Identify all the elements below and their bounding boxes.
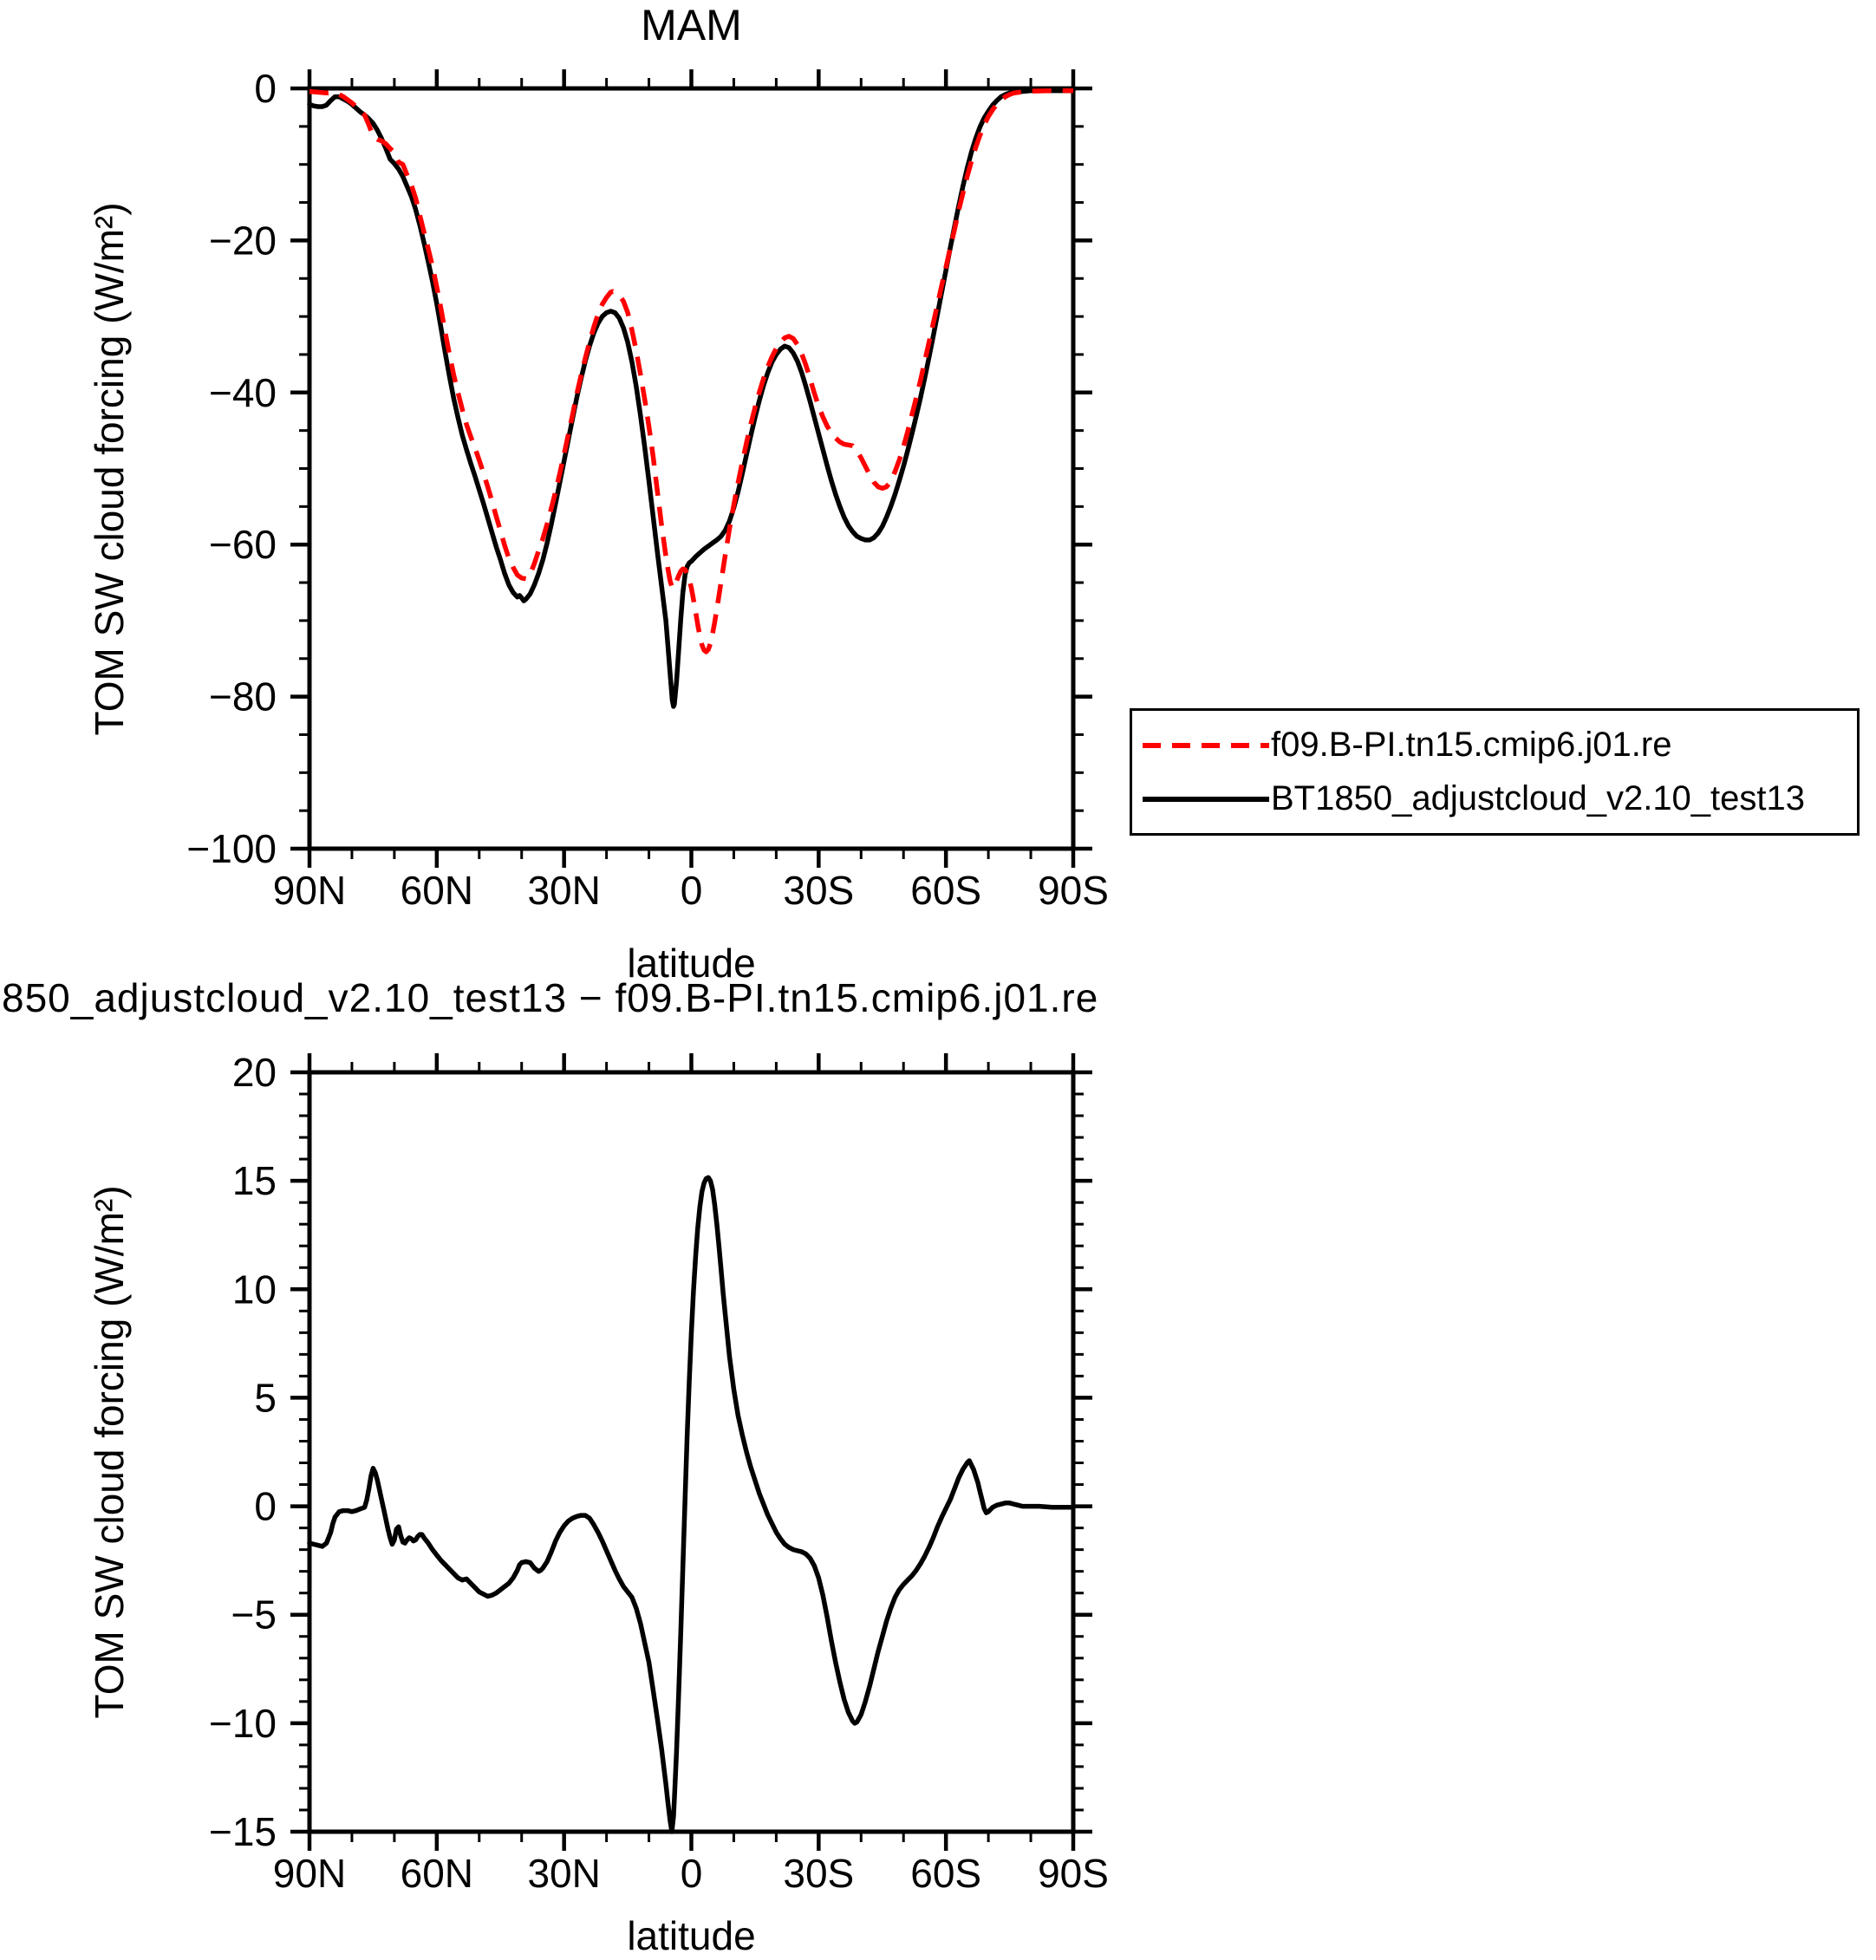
bottom-panel-title: 850_adjustcloud_v2.10_test13 − f09.B-PI.… (2, 975, 1099, 1020)
y-tick-label: 10 (232, 1267, 277, 1312)
legend-label-f09: f09.B-PI.tn15.cmip6.j01.re (1271, 726, 1672, 764)
top-panel-x-axis-label: latitude (627, 941, 756, 986)
x-tick-label: 90N (273, 868, 346, 913)
y-tick-label: −10 (209, 1701, 277, 1746)
plot-frame (307, 1070, 1076, 1834)
y-tick-label: −60 (209, 522, 277, 567)
curve-red-dashed (309, 88, 1073, 654)
legend-label-bt1850: BT1850_adjustcloud_v2.10_test13 (1271, 779, 1806, 817)
y-tick-label: 15 (232, 1158, 277, 1203)
y-tick-label: −15 (209, 1809, 277, 1854)
red-dashed-line-icon (1143, 742, 1269, 748)
x-tick-label: 30N (527, 868, 600, 913)
y-tick-label: −80 (209, 674, 277, 720)
y-tick-label: 5 (254, 1375, 277, 1420)
x-tick-label: 90N (273, 1851, 346, 1896)
y-tick-label: 0 (254, 1484, 277, 1529)
black-solid-line-icon (1143, 796, 1269, 802)
legend-entry-f09: f09.B-PI.tn15.cmip6.j01.re (1141, 726, 1857, 765)
x-tick-label: 90S (1038, 868, 1109, 913)
x-tick-label: 60N (401, 1851, 473, 1896)
x-tick-label: 90S (1038, 1851, 1109, 1896)
curve-black-solid (307, 1175, 1076, 1834)
top-panel-y-axis-label: TOM SW cloud forcing (W/m²) (87, 202, 132, 736)
curve-black-solid (307, 88, 1076, 709)
bottom-panel-y-axis-label: TOM SW cloud forcing (W/m²) (87, 1185, 132, 1719)
x-tick-label: 0 (681, 868, 703, 913)
top-panel-title: MAM (641, 1, 742, 49)
x-tick-label: 60N (401, 868, 473, 913)
bottom-panel-x-axis-label: latitude (627, 1913, 756, 1958)
y-tick-label: −40 (209, 370, 277, 415)
bottom-panel-plot: 90N 60N 30N 0 30S 60S 90S 20 15 10 5 0 −5 −10 −15 (209, 1050, 1109, 1896)
x-tick-label: 60S (910, 868, 981, 913)
x-tick-label: 60S (910, 1851, 981, 1896)
legend-entry-bt1850: BT1850_adjustcloud_v2.10_test13 (1141, 779, 1857, 818)
x-tick-label: 30S (783, 868, 854, 913)
x-tick-label: 30N (527, 1851, 600, 1896)
x-tick-label: 30S (783, 1851, 854, 1896)
y-tick-label: −20 (209, 218, 277, 263)
y-tick-label: −5 (231, 1592, 277, 1638)
y-tick-label: 20 (232, 1050, 277, 1095)
legend: f09.B-PI.tn15.cmip6.j01.re BT1850_adjust… (1130, 708, 1860, 836)
y-tick-label: −100 (186, 826, 277, 871)
x-tick-label: 0 (681, 1851, 703, 1896)
y-tick-label: 0 (254, 66, 277, 111)
top-panel-plot: 90N 60N 30N 0 30S 60S 90S 0 −20 −40 −60 −80 −100 (186, 66, 1109, 913)
